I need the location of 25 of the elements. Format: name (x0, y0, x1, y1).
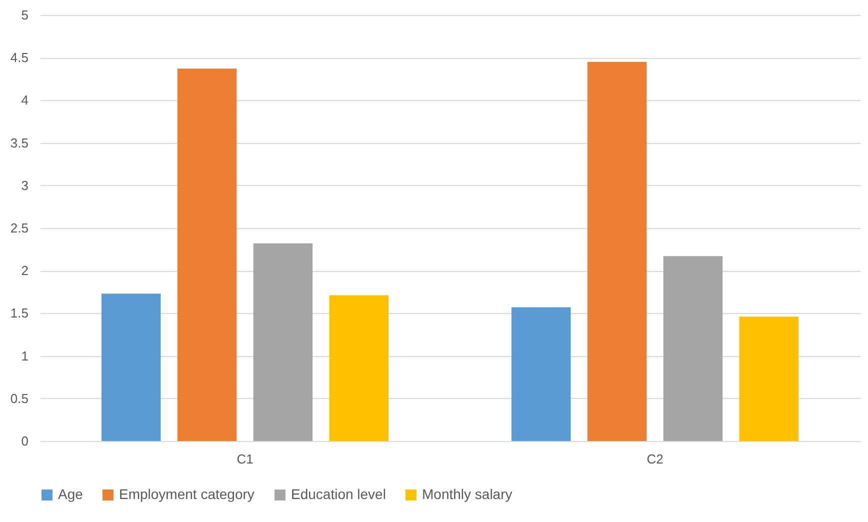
y-tick-label: 4.5 (10, 50, 28, 66)
y-tick-label: 3 (21, 178, 28, 193)
y-tick-label: 0 (21, 434, 28, 448)
bar (177, 68, 237, 441)
x-tick-label: C2 (646, 452, 664, 466)
bar (739, 316, 798, 441)
y-tick-label: 2 (21, 263, 28, 278)
bar (512, 307, 571, 441)
y-tick-label: 4 (21, 92, 28, 108)
bar (102, 294, 161, 441)
bar (663, 256, 723, 441)
bar (329, 295, 388, 441)
y-tick-label: 1 (21, 348, 28, 364)
y-tick-label: 1.5 (10, 306, 28, 321)
legend-label: Monthly salary (422, 486, 512, 502)
legend-label: Education level (291, 486, 386, 502)
bar (587, 62, 647, 441)
x-tick-label: C1 (236, 452, 254, 466)
y-tick-label: 2.5 (10, 220, 28, 236)
legend-label: Employment category (119, 486, 254, 502)
y-tick-label: 3.5 (10, 135, 28, 150)
y-tick-label: 0.5 (10, 390, 28, 406)
legend-label: Age (58, 486, 84, 502)
bar (253, 243, 313, 441)
y-tick-label: 5 (21, 8, 28, 22)
